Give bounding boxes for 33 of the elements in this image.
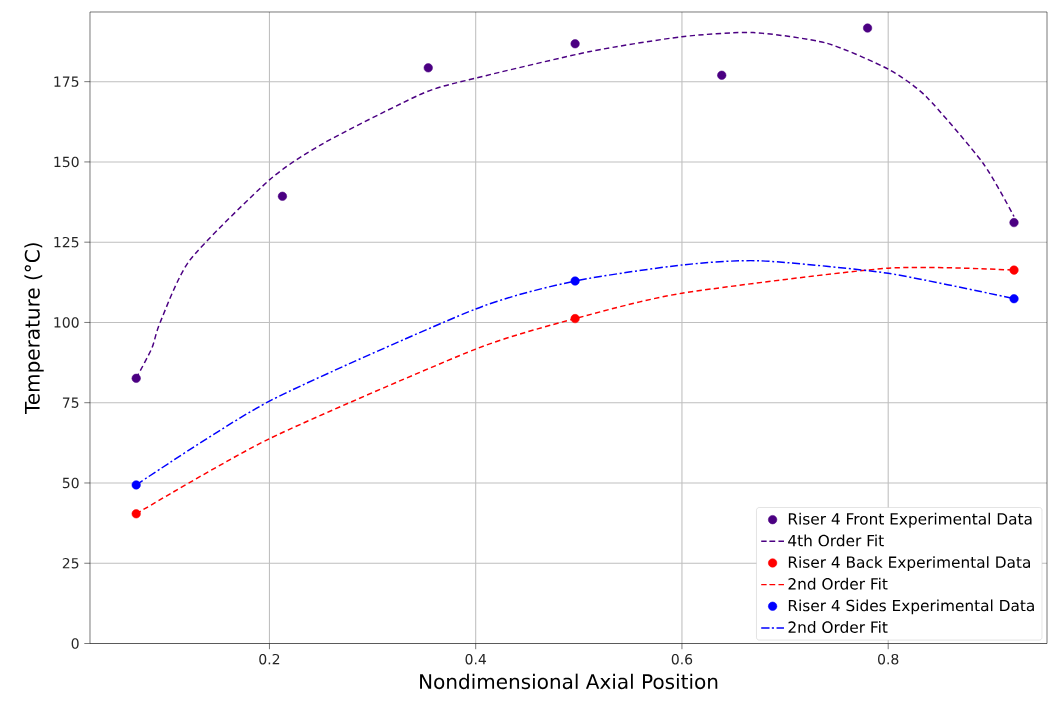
x-tick-label: 0.2 xyxy=(259,653,280,665)
point xyxy=(1009,294,1019,304)
point xyxy=(570,39,580,49)
point xyxy=(570,314,580,324)
point xyxy=(131,480,141,490)
y-tick-label: 175 xyxy=(54,76,79,87)
y-tick-label: 150 xyxy=(54,156,79,168)
legend-label: Riser 4 Sides Experimental Data xyxy=(788,599,1034,615)
point xyxy=(1009,218,1019,228)
legend-label: 2nd Order Fit xyxy=(788,621,888,633)
y-axis-title: Temperature (°C) xyxy=(24,243,44,415)
point xyxy=(423,63,433,73)
legend-label: 4th Order Fit xyxy=(788,534,884,547)
x-tick-label: 0.8 xyxy=(877,653,899,665)
point xyxy=(717,70,727,80)
x-axis-title: Nondimensional Axial Position xyxy=(420,673,718,690)
y-tick-label: 125 xyxy=(54,236,79,248)
point xyxy=(1009,265,1019,275)
y-tick-label: 0 xyxy=(71,638,79,649)
legend-label: Riser 4 Back Experimental Data xyxy=(788,556,1030,571)
y-tick-label: 100 xyxy=(54,317,79,328)
y-tick-label: 50 xyxy=(62,477,79,489)
x-tick-label: 0.6 xyxy=(671,653,693,665)
point xyxy=(570,276,580,286)
legend-label: 2nd Order Fit xyxy=(788,577,888,590)
y-tick-label: 25 xyxy=(62,557,79,569)
point xyxy=(863,23,873,33)
x-tick-label: 0.4 xyxy=(465,653,487,665)
point xyxy=(131,373,141,383)
point xyxy=(277,191,287,201)
point xyxy=(131,509,141,519)
legend-label: Riser 4 Front Experimental Data xyxy=(788,512,1032,528)
y-tick-label: 75 xyxy=(62,397,79,408)
